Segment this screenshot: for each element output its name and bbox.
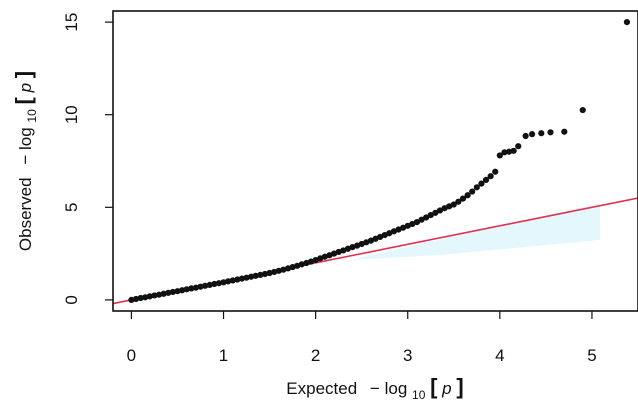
data-point [427,211,434,219]
data-point [436,207,444,214]
data-point [169,288,176,296]
data-point [132,295,140,303]
x-tick-label: 3 [403,346,412,365]
data-point [450,201,457,208]
x-tick-label: 0 [127,346,136,365]
data-point [206,281,213,288]
data-point [243,274,250,281]
data-point [464,192,471,199]
data-point [215,280,223,287]
data-point [579,106,586,114]
y-tick-label: 10 [62,105,81,124]
data-point [252,272,259,279]
data-point [473,184,480,191]
data-point [538,130,545,137]
data-point [257,271,264,278]
data-point [528,131,536,138]
data-point [229,277,236,284]
data-point [225,278,232,285]
data-point [261,270,269,278]
data-point [459,195,467,202]
data-point [496,152,503,159]
data-points-group [128,19,631,303]
data-point [202,282,209,289]
data-point [234,276,241,283]
data-point [561,128,568,135]
data-point [160,290,167,297]
data-point [192,284,199,291]
data-point [418,216,425,223]
data-point [413,219,421,226]
data-point [510,147,517,154]
x-tick-label: 2 [311,346,320,365]
plot-frame [112,10,638,312]
data-point [501,149,508,156]
data-point [248,273,255,280]
data-point [188,285,195,292]
data-point [469,188,476,195]
data-point [482,176,490,183]
data-point [238,275,246,282]
data-point [174,288,181,295]
data-point [423,214,430,221]
data-point [183,286,190,293]
data-point [522,132,529,140]
data-point [146,293,153,300]
y-tick-label: 15 [62,13,81,32]
x-tick-label: 5 [587,346,596,365]
data-point [478,180,485,187]
data-point [128,296,135,303]
data-point [151,292,158,299]
data-point [623,19,631,26]
y-tick-label: 0 [62,295,81,304]
y-axis: 0 5 10 15 [62,13,113,305]
data-point [487,173,494,180]
x-tick-label: 4 [495,346,504,365]
data-point [547,129,554,136]
y-axis-title: Observed − log 10 [ p ] [11,71,40,251]
data-point [155,291,163,298]
data-point [142,294,149,301]
data-point [505,148,513,155]
x-axis-title: Expected − log 10 [ p ] [286,374,463,403]
data-point [492,168,499,175]
data-point [220,279,227,286]
data-point [455,198,462,205]
data-point [165,289,172,296]
data-point [432,209,439,216]
x-tick-label: 1 [219,346,228,365]
data-point [197,283,204,290]
data-point [211,280,218,288]
data-point [137,294,144,302]
x-axis: 0 1 2 3 4 5 [127,311,597,365]
y-tick-label: 5 [62,203,81,212]
data-point [178,287,186,294]
data-point [515,143,522,150]
